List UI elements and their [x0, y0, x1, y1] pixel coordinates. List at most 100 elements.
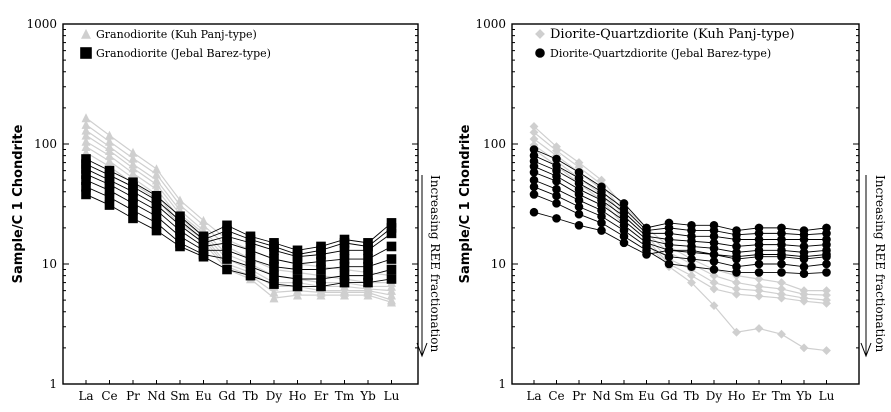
right-legend: Diorite-Quartzdiorite (Kuh Panj-type) Dio… — [535, 27, 795, 60]
left-data-point — [151, 225, 162, 236]
right-x-tick-label: Sm — [614, 389, 634, 403]
right-data-point — [732, 327, 741, 337]
left-data-point — [292, 264, 303, 275]
right-x-tick-label: Er — [752, 389, 767, 403]
right-data-point — [822, 346, 831, 355]
right-x-tick-label: Tb — [684, 389, 700, 403]
right-data-point — [822, 298, 831, 308]
left-x-tick-label: Ho — [289, 389, 307, 403]
left-y-tick-label: 1 — [49, 377, 57, 391]
right-data-point — [732, 289, 741, 299]
right-data-point — [822, 268, 831, 277]
right-data-point — [709, 301, 719, 311]
right-y-tick-label: 1000 — [475, 17, 506, 31]
right-x-tick-label: Gd — [660, 389, 678, 403]
left-x-tick-label: Sm — [170, 389, 190, 403]
right-data-point — [777, 329, 786, 339]
left-data-point — [316, 256, 326, 267]
right-data-point — [754, 291, 764, 301]
left-data-point — [245, 261, 256, 272]
right-x-tick-label: Eu — [638, 389, 655, 403]
legend-marker-kuh-panj — [81, 28, 91, 39]
left-data-point — [293, 290, 302, 300]
right-data-point — [619, 238, 629, 248]
left-x-tick-label: Eu — [195, 389, 212, 403]
left-data-point — [386, 274, 397, 284]
right-series-jebal-13 — [529, 207, 831, 262]
left-data-point — [386, 264, 397, 275]
left-y-axis-label: Sample/C 1 Chondrite — [11, 124, 26, 283]
legend-marker-jebal-barez — [80, 47, 92, 59]
left-y-tick-label: 1000 — [26, 17, 57, 31]
right-data-point — [664, 259, 674, 269]
right-data-point — [529, 168, 539, 177]
right-data-point — [529, 190, 539, 199]
left-data-point — [292, 281, 303, 292]
left-legend-label-jebal-barez: Granodiorite (Jebal Barez-type) — [96, 47, 271, 60]
right-data-point — [799, 343, 809, 353]
right-data-point — [687, 246, 696, 255]
left-x-tick-label: Gd — [218, 389, 236, 403]
right-y-tick-label: 10 — [491, 257, 506, 271]
left-data-point — [363, 290, 373, 300]
left-data-point — [222, 245, 232, 256]
right-data-point — [574, 202, 584, 212]
left-data-point — [316, 264, 326, 275]
right-data-point — [664, 246, 674, 255]
left-x-tick-label: Ce — [101, 389, 117, 403]
right-data-point — [732, 252, 741, 262]
right-data-point — [687, 262, 696, 271]
right-x-tick-label: Lu — [819, 389, 835, 403]
left-data-point — [363, 277, 373, 288]
right-legend-label-jebal-barez: Diorite-Quartzdiorite (Jebal Barez-type) — [550, 47, 771, 60]
left-data-point — [386, 254, 397, 264]
left-data-point — [198, 251, 209, 262]
left-series-line — [85, 140, 392, 296]
right-data-point — [799, 296, 809, 306]
right-data-point — [754, 268, 764, 277]
left-fractionation-annotation: Increasing REE fractionation — [428, 175, 442, 352]
right-data-point — [822, 250, 831, 259]
right-plot-frame — [511, 23, 860, 385]
left-data-point — [128, 205, 138, 216]
right-fractionation-arrow — [860, 175, 872, 358]
right-x-tick-label: Dy — [706, 389, 723, 403]
left-data-point — [269, 270, 279, 281]
left-series-jebal-12 — [81, 181, 397, 284]
left-x-tick-label: Tb — [243, 389, 259, 403]
left-data-point — [222, 254, 232, 264]
left-x-tick-label: Lu — [384, 389, 400, 403]
right-data-point — [574, 221, 584, 230]
right-x-tick-label: Ho — [728, 389, 746, 403]
right-data-point — [529, 207, 539, 217]
left-data-point — [363, 245, 373, 256]
right-data-point — [687, 254, 696, 264]
right-data-point — [754, 324, 764, 333]
left-data-point — [316, 290, 326, 300]
left-data-point — [387, 297, 396, 307]
right-chart-panel: 1 10 100 1000 La Ce Pr Nd Sm Eu Gd Tb Dy Ho Er Tm Yb Lu Sa… — [458, 17, 887, 403]
right-y-axis-label: Sample/C 1 Chondrite — [458, 124, 473, 283]
left-data-point — [316, 281, 326, 292]
right-data-point — [732, 268, 741, 277]
right-data-point — [777, 293, 786, 303]
right-data-point — [552, 191, 561, 201]
left-y-tick-label: 100 — [34, 137, 57, 151]
left-data-point — [245, 270, 256, 281]
left-data-point — [269, 293, 279, 303]
left-x-tick-label: Er — [314, 389, 329, 403]
left-x-tick-label: Nd — [147, 389, 166, 403]
right-y-tick-label: 1 — [498, 377, 506, 391]
left-data-point — [339, 261, 350, 272]
right-data-point — [642, 250, 651, 259]
left-data-point — [128, 213, 138, 224]
left-data-point — [339, 245, 350, 256]
right-data-point — [777, 250, 786, 259]
right-legend-label-kuh-panj: Diorite-Quartzdiorite (Kuh Panj-type) — [550, 27, 795, 42]
right-series-kuh-0 — [529, 122, 831, 296]
left-data-point — [386, 241, 397, 252]
left-series-jebal-13 — [81, 189, 397, 292]
right-x-tick-label: Yb — [795, 389, 812, 403]
right-x-tick-label: Nd — [592, 389, 611, 403]
